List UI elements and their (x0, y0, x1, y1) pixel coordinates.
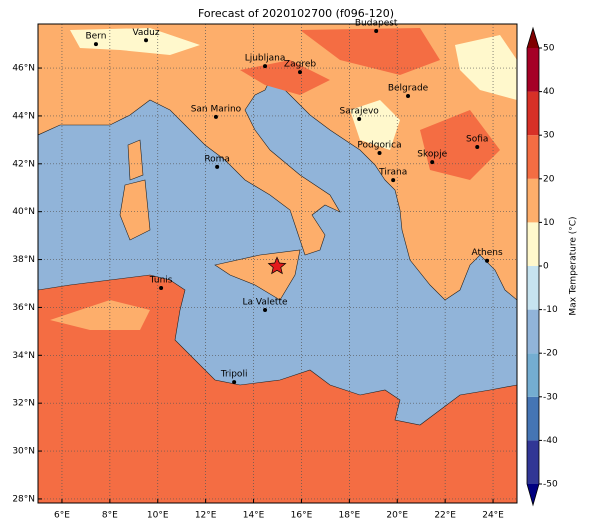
city-dot (215, 164, 220, 169)
cool-patch (455, 35, 517, 100)
corsica (127, 139, 144, 181)
city-dot (430, 160, 435, 165)
x-tick-label: 20°E (386, 511, 408, 521)
city-dot (263, 308, 268, 313)
warm-patch (300, 28, 440, 75)
colorbar-tick-label: -10 (543, 305, 558, 315)
map-frame (37, 23, 518, 504)
y-tick-label: 30°N (12, 447, 35, 457)
city-label: Roma (204, 154, 230, 164)
colorbar-tick-label: -20 (543, 349, 558, 359)
city-label: San Marino (191, 104, 242, 114)
city-label: La Valette (243, 298, 288, 308)
x-tick-label: 8°E (102, 511, 118, 521)
city-label: Sarajevo (340, 107, 380, 117)
colorbar-band (527, 135, 539, 179)
colorbar-over (527, 28, 539, 48)
city-label: Vaduz (132, 28, 159, 38)
city-dot (377, 151, 382, 156)
colorbar-tick-label: -30 (543, 392, 558, 402)
colorbar-tick-label: -50 (543, 480, 558, 490)
colorbar-tick-label: -40 (543, 436, 558, 446)
city-dot (159, 286, 164, 291)
city-dot (213, 114, 218, 119)
city-label: Ljubljana (245, 54, 286, 64)
city-label: Skopje (417, 150, 447, 160)
x-tick-label: 24°E (482, 511, 504, 521)
city-dot (475, 145, 480, 150)
colorbar-under (527, 484, 539, 505)
cool-patch (70, 28, 200, 55)
city-label: Athens (471, 248, 502, 258)
city-label: Bern (85, 32, 106, 42)
africa (38, 274, 517, 503)
y-tick-label: 36°N (12, 303, 35, 313)
colorbar-band (527, 266, 539, 310)
y-tick-label: 28°N (12, 494, 35, 504)
event-marker (267, 256, 287, 275)
city-dot (144, 38, 149, 43)
colorbar-tick-label: 40 (543, 87, 555, 97)
colorbar-band (527, 222, 539, 266)
map-title: Forecast of 2020102700 (f096-120) (198, 7, 394, 20)
x-tick-label: 18°E (339, 511, 361, 521)
city-label: Budapest (355, 18, 398, 28)
city-dot (298, 70, 303, 75)
colorbar-band (527, 309, 539, 354)
city-dot (391, 178, 396, 183)
city-label: Tripoli (220, 370, 248, 380)
x-tick-label: 16°E (291, 511, 313, 521)
colorbar-tick-label: 10 (543, 218, 555, 228)
colorbar-label: Max Temperature (°C) (569, 216, 579, 315)
city-dot (357, 117, 362, 122)
warm-patch (420, 110, 500, 180)
city-label: Tirana (378, 168, 407, 178)
colorbar-tick-label: 30 (543, 131, 555, 141)
y-tick-label: 40°N (12, 207, 35, 217)
x-tick-label: 6°E (54, 511, 70, 521)
x-tick-label: 10°E (147, 511, 169, 521)
grid (38, 24, 517, 503)
colorbar-tick-label: 50 (543, 44, 555, 54)
city-dot (374, 28, 379, 33)
y-tick-label: 38°N (12, 255, 35, 265)
y-tick-label: 46°N (12, 64, 35, 74)
city-dot (263, 64, 268, 69)
y-tick-label: 42°N (12, 159, 35, 169)
colorbar-tick-label: 0 (543, 262, 549, 272)
overlay: 6°E 8°E 10°E 12°E 14°E 16°E 18°E 20°E 22°E 24°E 28… (12, 18, 558, 520)
city-label: Tunis (149, 276, 173, 286)
colorbar-tick-label: 20 (543, 174, 555, 184)
colorbar-band (527, 396, 539, 441)
y-tick-label: 44°N (12, 111, 35, 121)
cool-patch (350, 100, 400, 150)
colorbar-band (527, 91, 539, 136)
city-dot (485, 258, 490, 263)
colorbar-band (527, 440, 539, 484)
x-tick-label: 22°E (434, 511, 456, 521)
colorbar-band (527, 48, 539, 92)
y-tick-label: 34°N (12, 351, 35, 361)
colorbar-band (527, 178, 539, 223)
city-dot (93, 42, 98, 47)
warm-patch (240, 60, 330, 95)
city-label: Zagreb (284, 60, 316, 70)
colorbar-band (527, 353, 539, 397)
x-tick-label: 12°E (195, 511, 217, 521)
city-label: Sofia (466, 135, 488, 145)
x-tick-label: 14°E (243, 511, 265, 521)
y-tick-label: 32°N (12, 399, 35, 409)
city-label: Belgrade (388, 84, 429, 94)
city-dot (232, 380, 237, 385)
city-label: Podgorica (357, 141, 401, 151)
sardinia (119, 179, 151, 241)
city-dot (406, 94, 411, 99)
